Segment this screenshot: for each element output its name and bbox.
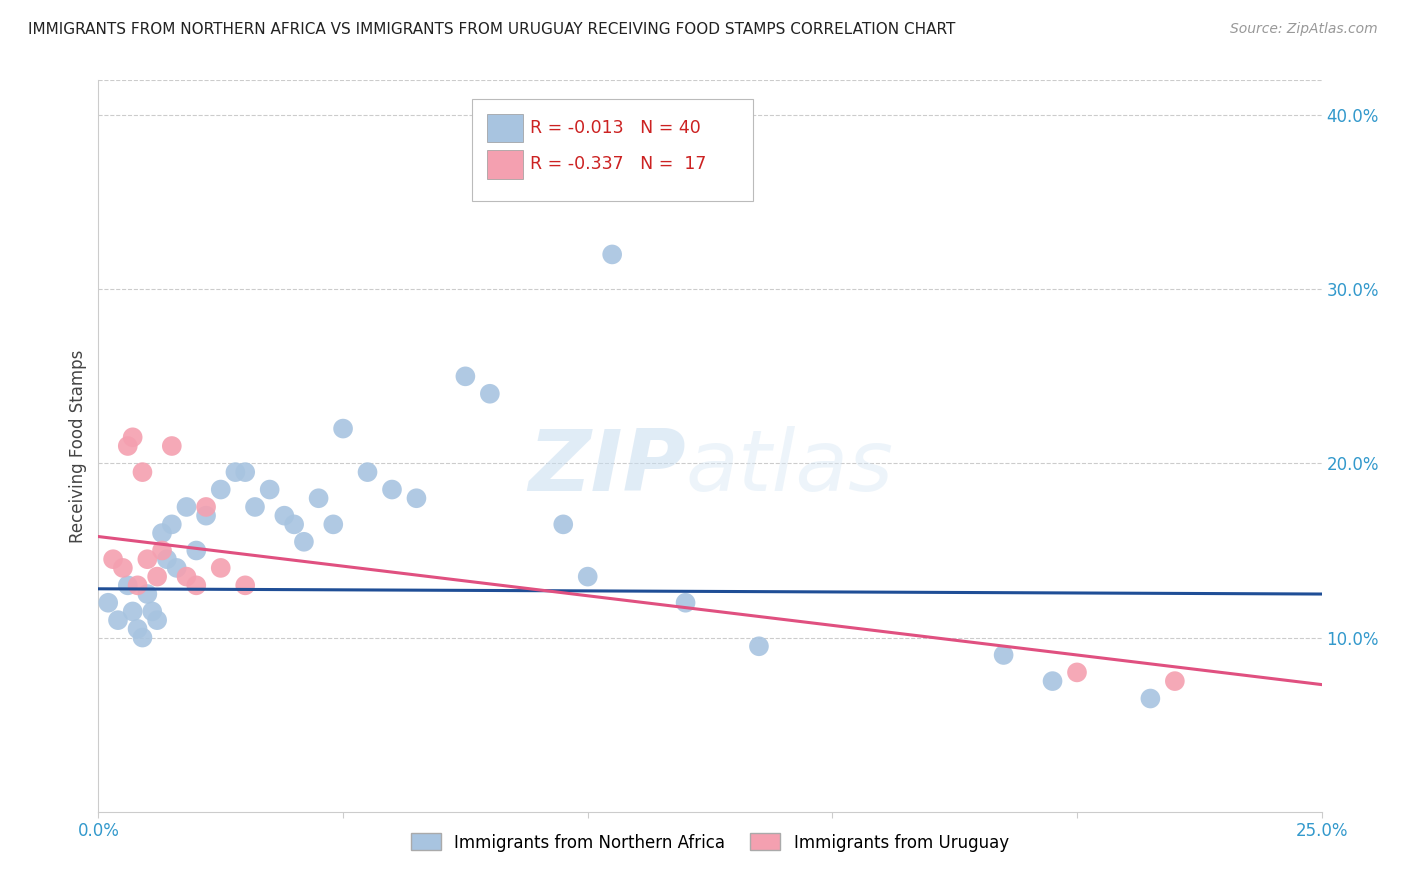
Point bbox=[176, 500, 198, 514]
Point bbox=[224, 465, 246, 479]
Point bbox=[156, 552, 179, 566]
Point bbox=[136, 552, 159, 566]
Text: IMMIGRANTS FROM NORTHERN AFRICA VS IMMIGRANTS FROM URUGUAY RECEIVING FOOD STAMPS: IMMIGRANTS FROM NORTHERN AFRICA VS IMMIG… bbox=[28, 22, 956, 37]
Point bbox=[209, 561, 232, 575]
Point bbox=[127, 622, 149, 636]
Point bbox=[1164, 674, 1187, 689]
Point bbox=[97, 596, 120, 610]
Point bbox=[101, 552, 124, 566]
Point bbox=[1139, 691, 1161, 706]
Point bbox=[273, 508, 295, 523]
Point bbox=[576, 569, 599, 583]
Point bbox=[675, 596, 697, 610]
Point bbox=[322, 517, 344, 532]
Point bbox=[160, 517, 183, 532]
FancyBboxPatch shape bbox=[488, 113, 523, 142]
Point bbox=[478, 386, 501, 401]
Point bbox=[121, 604, 143, 618]
Point bbox=[141, 604, 163, 618]
Point bbox=[259, 483, 281, 497]
Point bbox=[292, 534, 315, 549]
Point bbox=[233, 465, 256, 479]
FancyBboxPatch shape bbox=[488, 150, 523, 178]
Point bbox=[243, 500, 266, 514]
Text: Source: ZipAtlas.com: Source: ZipAtlas.com bbox=[1230, 22, 1378, 37]
Point bbox=[131, 465, 153, 479]
Point bbox=[283, 517, 305, 532]
Point bbox=[405, 491, 427, 506]
Point bbox=[117, 439, 139, 453]
Point bbox=[131, 631, 153, 645]
Text: R = -0.337   N =  17: R = -0.337 N = 17 bbox=[530, 155, 707, 173]
Point bbox=[160, 439, 183, 453]
Point bbox=[176, 569, 198, 583]
Point bbox=[356, 465, 378, 479]
Point bbox=[381, 483, 404, 497]
Point bbox=[150, 543, 173, 558]
Point bbox=[1042, 674, 1064, 689]
Point bbox=[1066, 665, 1088, 680]
Point bbox=[233, 578, 256, 592]
Point bbox=[600, 247, 623, 261]
Point bbox=[186, 578, 208, 592]
Y-axis label: Receiving Food Stamps: Receiving Food Stamps bbox=[69, 350, 87, 542]
Point bbox=[454, 369, 477, 384]
Text: atlas: atlas bbox=[686, 426, 894, 509]
Point bbox=[121, 430, 143, 444]
Point bbox=[993, 648, 1015, 662]
Point bbox=[308, 491, 330, 506]
Point bbox=[332, 421, 354, 435]
Point bbox=[146, 613, 169, 627]
Point bbox=[195, 500, 218, 514]
Point bbox=[748, 640, 770, 654]
Point bbox=[553, 517, 575, 532]
Text: ZIP: ZIP bbox=[527, 426, 686, 509]
Text: R = -0.013   N = 40: R = -0.013 N = 40 bbox=[530, 119, 702, 136]
Point bbox=[195, 508, 218, 523]
Point bbox=[107, 613, 129, 627]
Point bbox=[209, 483, 232, 497]
Point bbox=[150, 526, 173, 541]
FancyBboxPatch shape bbox=[471, 99, 752, 201]
Point bbox=[136, 587, 159, 601]
Point bbox=[166, 561, 188, 575]
Point bbox=[186, 543, 208, 558]
Point bbox=[117, 578, 139, 592]
Legend: Immigrants from Northern Africa, Immigrants from Uruguay: Immigrants from Northern Africa, Immigra… bbox=[405, 827, 1015, 858]
Point bbox=[127, 578, 149, 592]
Point bbox=[146, 569, 169, 583]
Point bbox=[111, 561, 134, 575]
